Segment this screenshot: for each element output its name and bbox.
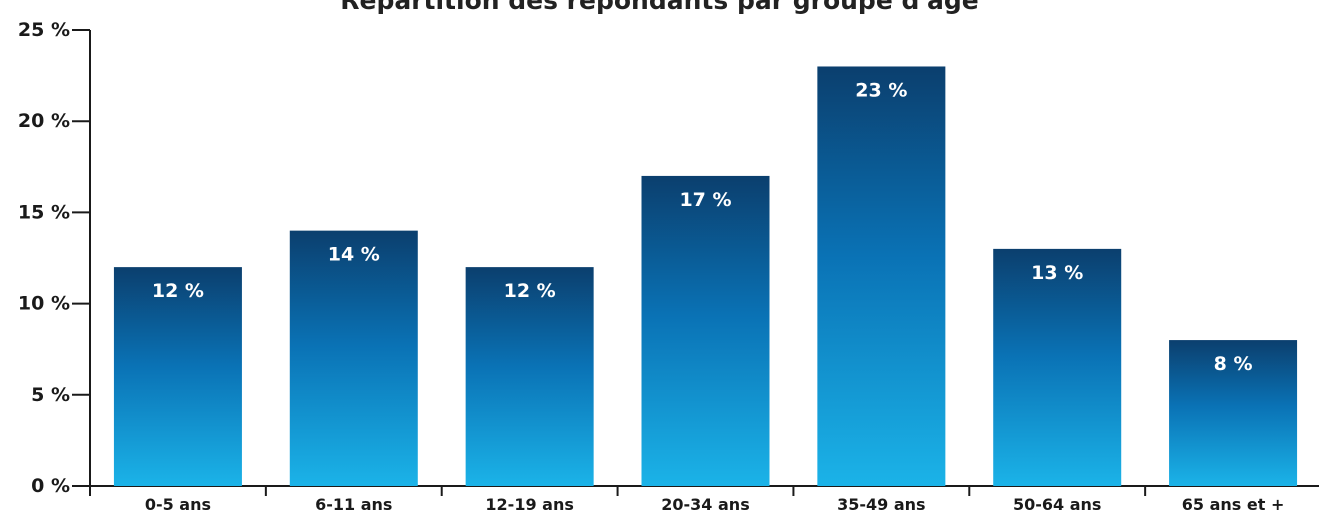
bar xyxy=(289,230,418,486)
bar-value-label: 8 % xyxy=(1214,353,1253,375)
x-tick-label: 65 ans et + xyxy=(1182,495,1285,514)
bar-value-label: 12 % xyxy=(504,280,556,302)
y-tick-label: 10 % xyxy=(18,293,70,315)
y-tick-label: 5 % xyxy=(31,384,70,406)
bar-value-label: 13 % xyxy=(1031,262,1083,284)
bar-value-label: 17 % xyxy=(679,189,731,211)
bar xyxy=(465,267,594,486)
y-tick-label: 25 % xyxy=(18,19,70,41)
x-tick-label: 50-64 ans xyxy=(1013,495,1101,514)
y-tick-label: 15 % xyxy=(18,201,70,223)
bar-value-label: 14 % xyxy=(328,244,380,266)
bar xyxy=(1169,340,1298,486)
x-tick-label: 6-11 ans xyxy=(315,495,392,514)
bar xyxy=(641,175,770,487)
y-tick-label: 0 % xyxy=(31,475,70,497)
x-tick-label: 20-34 ans xyxy=(661,495,749,514)
x-tick-label: 35-49 ans xyxy=(837,495,925,514)
chart-title: Répartition des répondants par groupe d'… xyxy=(340,0,979,15)
bar xyxy=(113,267,242,486)
x-tick-label: 0-5 ans xyxy=(145,495,211,514)
bar-value-label: 23 % xyxy=(855,79,907,101)
y-tick-label: 20 % xyxy=(18,110,70,132)
bar-value-label: 12 % xyxy=(152,280,204,302)
x-tick-label: 12-19 ans xyxy=(485,495,573,514)
ticks: 0 % 5 % 10 % 15 % 20 % 25 % 0-5 ans 6-11 ans 12-… xyxy=(18,19,1284,514)
bar xyxy=(993,248,1122,486)
bars: 12 % 14 % 12 % 17 % 23 % 13 % 8 % xyxy=(113,66,1298,487)
bar xyxy=(817,66,946,486)
